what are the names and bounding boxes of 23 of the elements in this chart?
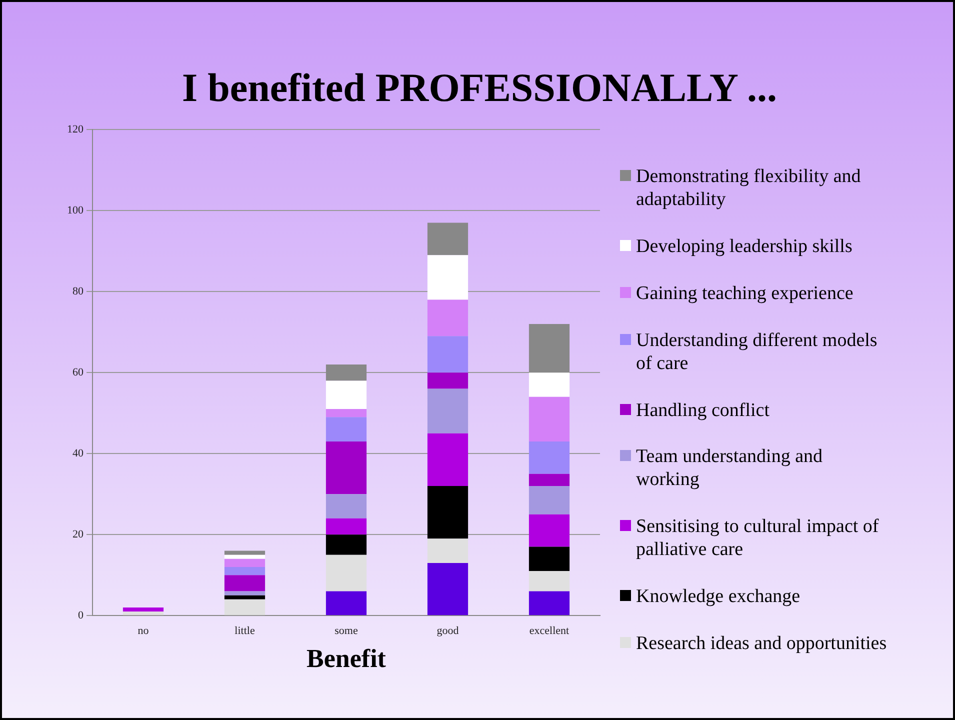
x-tick-label: good	[436, 625, 460, 638]
legend-label: Understanding different models of care	[636, 328, 878, 375]
x-tick-label: no	[138, 625, 150, 638]
legend-label: Sensitising to cultural impact of palliative care	[636, 515, 880, 562]
y-tick-label: 0	[78, 609, 84, 622]
y-tick-label: 40	[72, 447, 84, 460]
y-tick-label: 120	[67, 123, 84, 136]
y-tick-label: 20	[72, 528, 84, 540]
y-tick-label: 60	[72, 366, 84, 378]
x-tick-label: some	[334, 625, 358, 638]
legend-label: Gaining teaching experience	[636, 282, 854, 305]
legend-label: Research ideas and opportunities	[636, 632, 887, 655]
x-tick-label: excellent	[529, 625, 570, 638]
y-tick-label: 100	[67, 204, 84, 216]
x-axis-title: Benefit	[306, 644, 386, 674]
x-tick-label: little	[234, 625, 255, 638]
legend-label: Handling conflict	[636, 398, 770, 422]
y-tick-label: 80	[72, 285, 84, 298]
legend-label: Demonstrating flexibility and adaptability	[636, 165, 862, 211]
legend-label: Team understanding and working	[636, 445, 824, 492]
legend-label: Developing leadership skills	[636, 234, 852, 258]
legend-label: Knowledge exchange	[636, 585, 800, 608]
chart-title: I benefited PROFESSIONALLY ...	[181, 64, 778, 111]
